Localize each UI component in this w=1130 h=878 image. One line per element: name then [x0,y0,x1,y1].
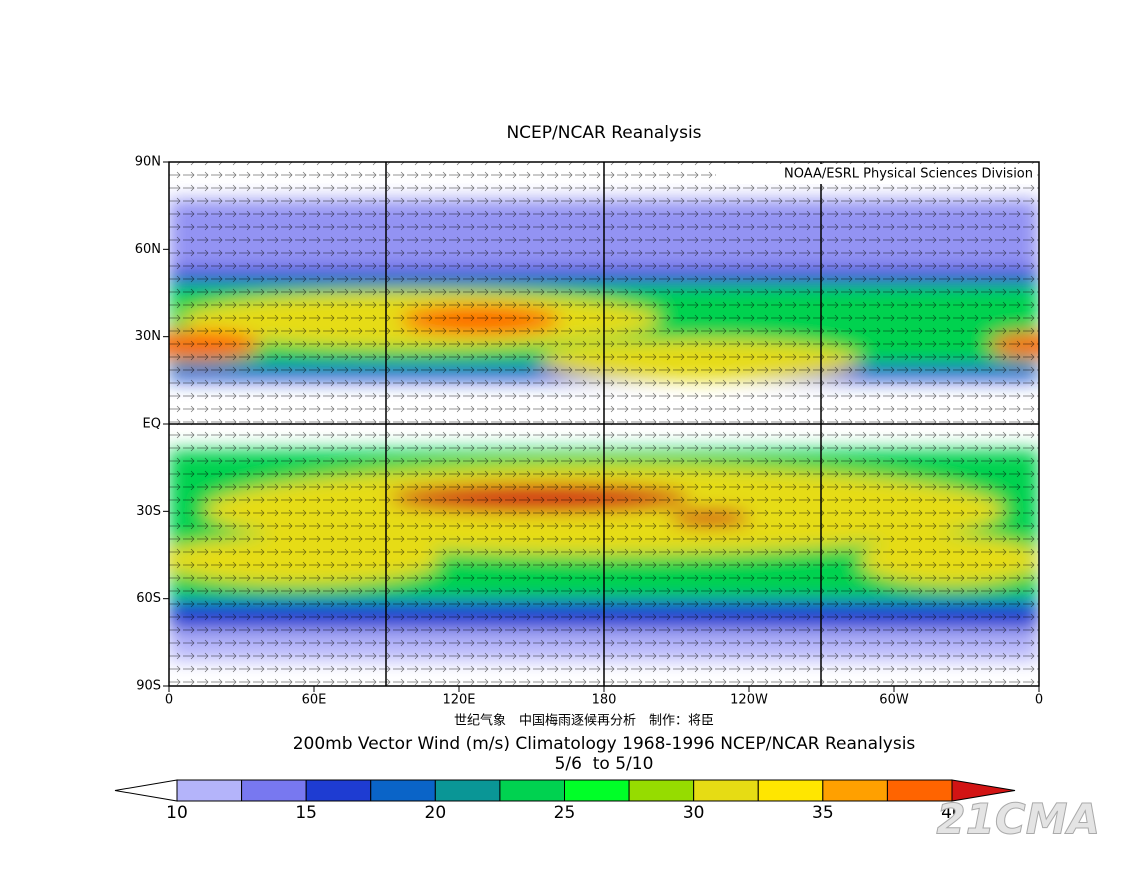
colorbar-label: 35 [812,803,834,823]
colorbar-box [241,779,307,802]
axes: 90N 60N 30N EQ 30S 60S 90S 0 60E 120E 180 120W 60W 0 [135,155,1043,708]
lon-label: 0 [1035,693,1043,708]
colorbar-box [822,779,888,802]
author-line: 世纪气象 中国梅雨逐候再分析 制作：将臣 [454,713,714,729]
lon-label: 60W [879,693,909,708]
colorbar-box [564,779,630,802]
lon-label: 120W [730,693,768,708]
colorbar-box [305,779,372,802]
graticule [169,162,1039,686]
colorbar-label: 25 [554,803,576,823]
colorbar-box [693,779,759,802]
credit-box [716,164,1036,184]
lat-label: 60S [136,591,161,606]
colorbar-box [628,779,695,802]
colorbar-box [370,779,436,802]
colorbar-label: 10 [166,803,188,823]
lat-label: 90N [135,155,161,170]
lon-label: 60E [302,693,327,708]
colorbar-box [757,779,824,802]
colorbar-arrow [114,779,178,802]
colorbar-box [434,779,501,802]
watermark: 21CMA [936,795,1100,844]
lat-label: 30N [135,329,161,344]
colorbar-box [499,779,565,802]
credit: NOAA/ESRL Physical Sciences Division [784,167,1033,182]
lat-label: 90S [136,679,161,694]
colorbar-box [176,779,243,802]
period: 5/6 to 5/10 [555,754,654,774]
lon-label: 0 [165,693,173,708]
lon-label: 120E [442,693,475,708]
colorbar-label: 15 [295,803,317,823]
lon-label: 180 [592,693,617,708]
colorbar-label: 40 [941,803,963,823]
lat-label: 30S [136,504,161,519]
colorbar: 10 15 20 25 30 35 40 [114,779,1016,823]
lat-label: 60N [135,242,161,257]
caption: 200mb Vector Wind (m/s) Climatology 1968… [293,734,916,754]
lat-label: EQ [143,417,161,432]
title: NCEP/NCAR Reanalysis [506,123,701,143]
colorbar-label: 30 [683,803,705,823]
colorbar-arrow [951,779,1016,802]
colorbar-label: 20 [425,803,447,823]
